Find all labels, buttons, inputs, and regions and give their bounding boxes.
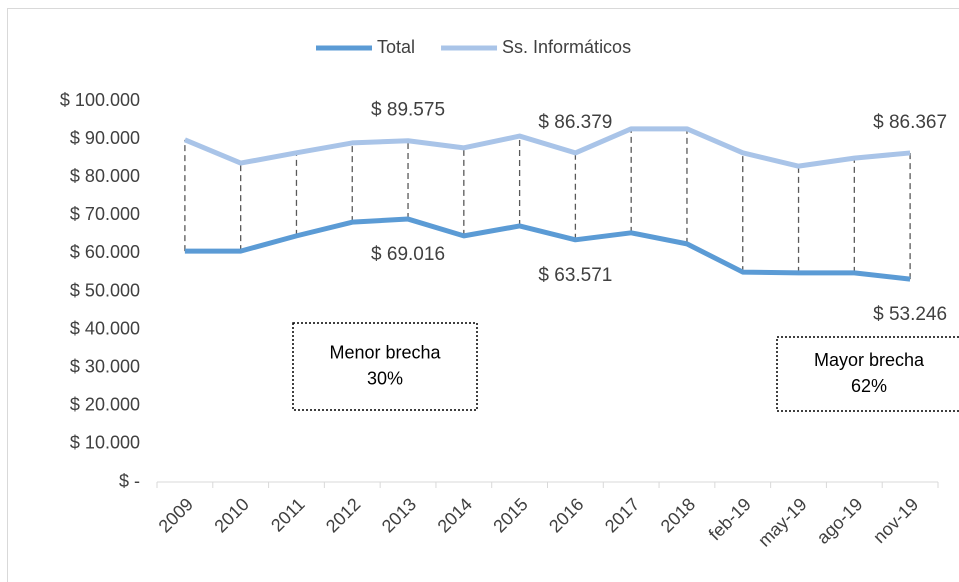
legend-label: Ss. Informáticos	[502, 37, 631, 57]
data-label: $ 53.246	[873, 304, 947, 325]
y-tick-label: $ 70.000	[70, 204, 140, 224]
x-tick-label: 2012	[322, 494, 364, 536]
y-tick-label: $ 30.000	[70, 356, 140, 376]
annotation-box	[292, 322, 478, 411]
y-tick-label: $ 50.000	[70, 280, 140, 300]
x-tick-label: 2009	[155, 494, 197, 536]
annotation-text: Menor brecha	[329, 342, 441, 362]
data-label: $ 69.016	[371, 244, 445, 265]
x-tick-label: nov-19	[869, 494, 922, 547]
y-tick-label: $ 100.000	[60, 90, 140, 110]
x-tick-label: 2016	[545, 494, 587, 536]
annotation-text: 62%	[851, 376, 887, 396]
y-tick-label: $ -	[119, 471, 140, 491]
data-label: $ 63.571	[538, 265, 612, 286]
y-tick-label: $ 10.000	[70, 433, 140, 453]
data-label: $ 89.575	[371, 100, 445, 121]
chart-border	[7, 8, 959, 582]
x-tick-label: 2017	[601, 494, 643, 536]
annotation-box	[776, 336, 959, 412]
x-tick-label: 2011	[267, 494, 309, 536]
x-tick-label: 2015	[489, 494, 531, 536]
y-tick-label: $ 40.000	[70, 318, 140, 338]
y-tick-label: $ 60.000	[70, 242, 140, 262]
series-line	[184, 216, 911, 282]
x-tick-label: may-19	[754, 494, 811, 551]
annotation-text: 30%	[367, 368, 403, 388]
y-tick-label: $ 90.000	[70, 128, 140, 148]
x-tick-label: 2013	[378, 494, 420, 536]
x-tick-label: 2010	[210, 494, 252, 536]
x-tick-label: ago-19	[813, 494, 867, 548]
annotation-text: Mayor brecha	[814, 350, 925, 370]
x-tick-label: 2018	[657, 494, 699, 536]
y-tick-label: $ 20.000	[70, 395, 140, 415]
data-label: $ 86.367	[873, 112, 947, 133]
legend-label: Total	[377, 37, 415, 57]
series-line	[183, 126, 911, 169]
x-tick-label: feb-19	[705, 494, 755, 544]
data-label: $ 86.379	[538, 112, 612, 133]
y-tick-label: $ 80.000	[70, 166, 140, 186]
x-tick-label: 2014	[434, 494, 476, 536]
